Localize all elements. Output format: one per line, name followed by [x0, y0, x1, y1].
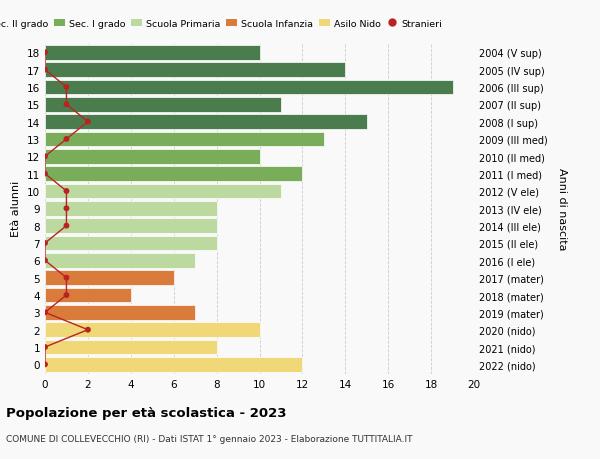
- Legend: Sec. II grado, Sec. I grado, Scuola Primaria, Scuola Infanzia, Asilo Nido, Stran: Sec. II grado, Sec. I grado, Scuola Prim…: [0, 16, 446, 32]
- Point: [62, 274, 71, 282]
- Point: [40, 240, 50, 247]
- Point: [83, 119, 93, 126]
- Point: [62, 291, 71, 299]
- Bar: [45, 323, 260, 337]
- Point: [62, 205, 71, 213]
- Point: [62, 136, 71, 143]
- Bar: [45, 305, 195, 320]
- Point: [62, 101, 71, 109]
- Point: [62, 84, 71, 91]
- Point: [40, 309, 50, 316]
- Point: [40, 67, 50, 74]
- Y-axis label: Età alunni: Età alunni: [11, 181, 22, 237]
- Point: [40, 50, 50, 57]
- Bar: [45, 132, 324, 147]
- Bar: [45, 236, 217, 251]
- Bar: [45, 98, 281, 112]
- Bar: [45, 167, 302, 182]
- Text: COMUNE DI COLLEVECCHIO (RI) - Dati ISTAT 1° gennaio 2023 - Elaborazione TUTTITAL: COMUNE DI COLLEVECCHIO (RI) - Dati ISTAT…: [6, 434, 413, 443]
- Bar: [45, 115, 367, 130]
- Point: [62, 223, 71, 230]
- Bar: [45, 63, 346, 78]
- Point: [40, 344, 50, 351]
- Bar: [45, 271, 174, 285]
- Text: Popolazione per età scolastica - 2023: Popolazione per età scolastica - 2023: [6, 406, 287, 419]
- Bar: [45, 253, 195, 268]
- Point: [40, 361, 50, 368]
- Bar: [45, 357, 302, 372]
- Bar: [45, 288, 131, 303]
- Bar: [45, 202, 217, 216]
- Bar: [45, 219, 217, 234]
- Bar: [45, 80, 452, 95]
- Point: [62, 188, 71, 195]
- Point: [83, 326, 93, 334]
- Bar: [45, 150, 260, 164]
- Y-axis label: Anni di nascita: Anni di nascita: [557, 168, 567, 250]
- Bar: [45, 340, 217, 355]
- Point: [40, 153, 50, 161]
- Bar: [45, 46, 260, 61]
- Bar: [45, 184, 281, 199]
- Point: [40, 171, 50, 178]
- Point: [40, 257, 50, 264]
